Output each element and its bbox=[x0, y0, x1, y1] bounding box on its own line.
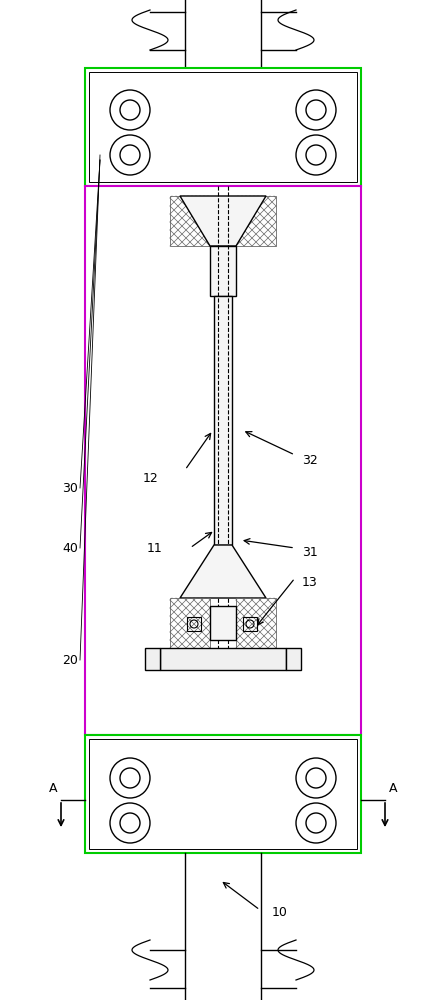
Text: 12: 12 bbox=[142, 472, 158, 485]
Text: 13: 13 bbox=[302, 576, 318, 588]
Bar bbox=[89, 739, 357, 849]
Bar bbox=[85, 68, 361, 186]
Bar bbox=[187, 617, 201, 631]
Text: 32: 32 bbox=[302, 454, 318, 466]
Text: 30: 30 bbox=[62, 482, 78, 494]
Bar bbox=[236, 196, 276, 246]
Text: 11: 11 bbox=[146, 542, 162, 554]
Bar bbox=[85, 186, 361, 735]
Text: A: A bbox=[49, 782, 57, 794]
Bar bbox=[210, 606, 236, 640]
Bar bbox=[160, 648, 286, 670]
Bar bbox=[210, 204, 236, 238]
Bar bbox=[210, 246, 236, 296]
Polygon shape bbox=[180, 196, 266, 246]
Bar bbox=[170, 196, 210, 246]
Bar bbox=[145, 648, 160, 670]
Text: A: A bbox=[389, 782, 397, 794]
Text: 20: 20 bbox=[62, 654, 78, 666]
Bar bbox=[243, 617, 257, 631]
Text: 10: 10 bbox=[272, 906, 288, 918]
Polygon shape bbox=[180, 545, 266, 598]
Bar bbox=[236, 598, 276, 648]
Text: 31: 31 bbox=[302, 546, 318, 560]
Bar bbox=[170, 598, 210, 648]
Bar bbox=[214, 296, 232, 545]
Bar bbox=[85, 735, 361, 853]
Bar bbox=[286, 648, 301, 670]
Text: 40: 40 bbox=[62, 542, 78, 554]
Bar bbox=[89, 72, 357, 182]
